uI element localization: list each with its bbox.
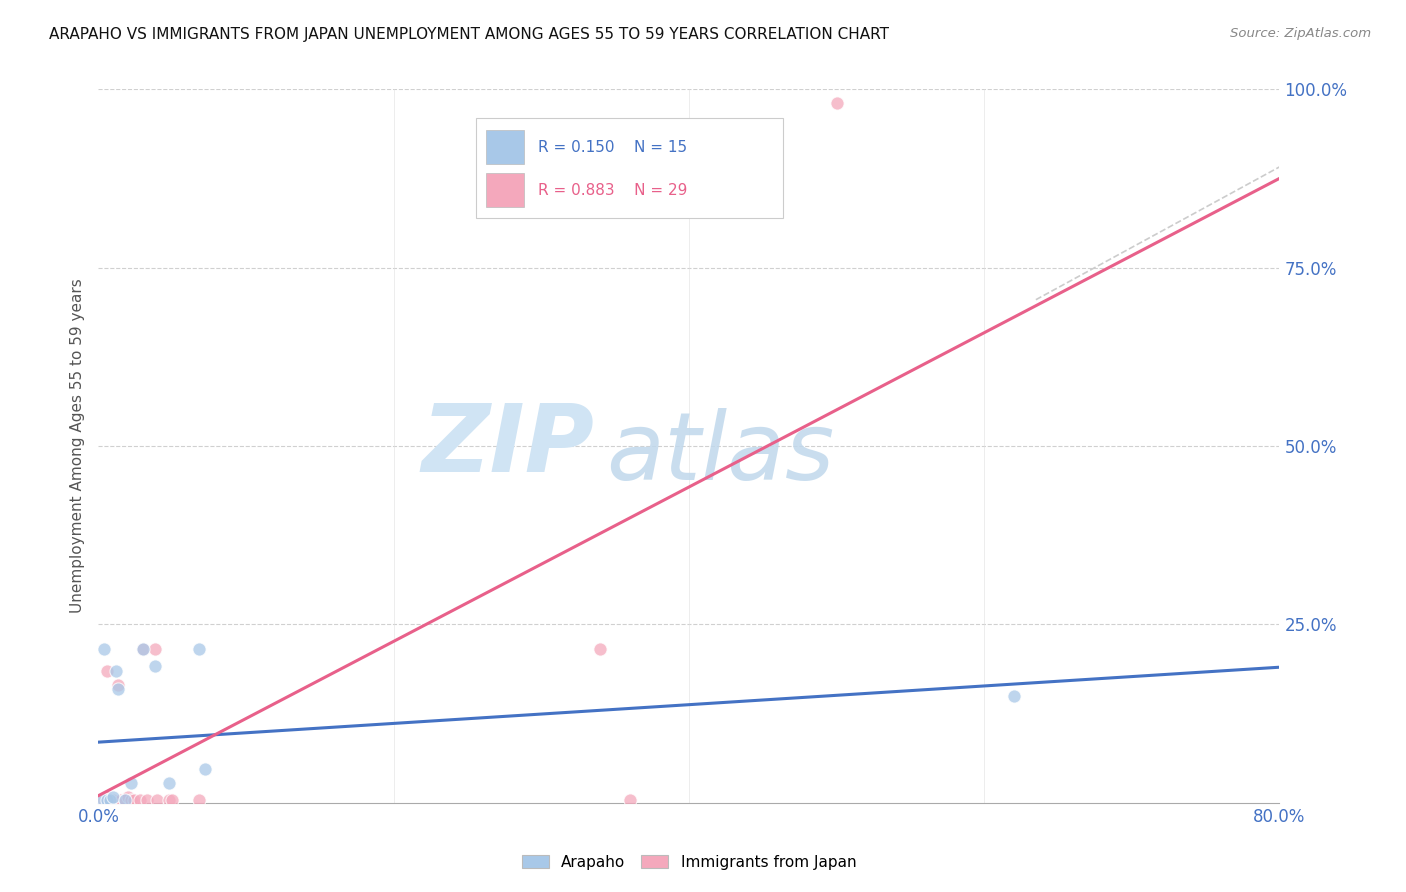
Point <box>96 793 118 807</box>
Point <box>96 793 118 807</box>
Text: R = 0.883    N = 29: R = 0.883 N = 29 <box>537 183 688 198</box>
Point <box>96 664 118 678</box>
Point <box>132 642 155 657</box>
Point <box>187 793 209 807</box>
Point <box>93 793 115 807</box>
Point <box>589 642 612 657</box>
Point <box>187 642 209 657</box>
Point <box>619 793 641 807</box>
Point <box>94 790 117 805</box>
Point <box>94 793 117 807</box>
Point <box>1002 689 1025 703</box>
Point <box>96 793 118 807</box>
Point <box>97 793 120 807</box>
Point <box>122 793 145 807</box>
Text: Source: ZipAtlas.com: Source: ZipAtlas.com <box>1230 27 1371 40</box>
Point <box>93 793 115 807</box>
Point <box>114 793 136 807</box>
Point <box>103 790 125 805</box>
Text: R = 0.150    N = 15: R = 0.150 N = 15 <box>537 140 688 155</box>
Point <box>107 678 129 692</box>
Point <box>94 793 117 807</box>
Point <box>157 776 180 790</box>
Point <box>100 793 122 807</box>
FancyBboxPatch shape <box>477 118 783 218</box>
Point <box>105 664 128 678</box>
Point <box>825 96 848 111</box>
Point <box>143 658 166 673</box>
Y-axis label: Unemployment Among Ages 55 to 59 years: Unemployment Among Ages 55 to 59 years <box>70 278 86 614</box>
Point <box>120 793 142 807</box>
Point <box>91 793 114 807</box>
FancyBboxPatch shape <box>486 130 523 164</box>
Point <box>132 642 155 657</box>
Legend: Arapaho, Immigrants from Japan: Arapaho, Immigrants from Japan <box>515 847 863 877</box>
FancyBboxPatch shape <box>486 173 523 207</box>
Point <box>162 793 183 807</box>
Point <box>136 793 159 807</box>
Text: ZIP: ZIP <box>422 400 595 492</box>
Point <box>110 793 132 807</box>
Point <box>157 793 180 807</box>
Point <box>91 793 114 807</box>
Point <box>103 793 125 807</box>
Point <box>143 642 166 657</box>
Point <box>93 642 115 657</box>
Point <box>194 762 217 776</box>
Point <box>114 793 136 807</box>
Point <box>120 776 142 790</box>
Point <box>128 793 150 807</box>
Point <box>107 681 129 696</box>
Point <box>98 793 121 807</box>
Text: atlas: atlas <box>606 408 835 499</box>
Point <box>117 790 139 805</box>
Point <box>146 793 169 807</box>
Text: ARAPAHO VS IMMIGRANTS FROM JAPAN UNEMPLOYMENT AMONG AGES 55 TO 59 YEARS CORRELAT: ARAPAHO VS IMMIGRANTS FROM JAPAN UNEMPLO… <box>49 27 889 42</box>
